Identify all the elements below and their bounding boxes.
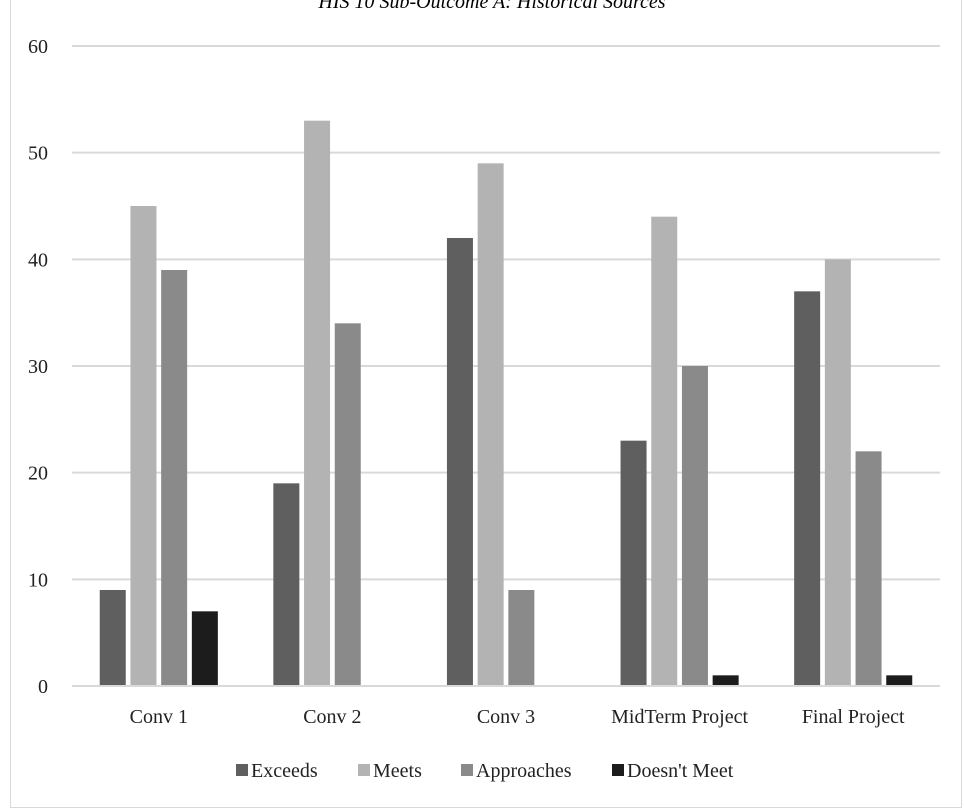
legend-label: Doesn't Meet bbox=[627, 760, 734, 782]
x-category-label: Conv 2 bbox=[303, 706, 361, 728]
bar-exceeds-1 bbox=[99, 590, 126, 686]
bar-exceeds-4 bbox=[620, 440, 647, 686]
legend-item: Doesn't Meet bbox=[612, 760, 734, 782]
legend-label: Exceeds bbox=[251, 760, 318, 782]
bar-meets-5 bbox=[824, 259, 851, 686]
bar-meets-4 bbox=[651, 216, 678, 686]
legend-label: Approaches bbox=[476, 760, 572, 782]
y-tick-label: 20 bbox=[28, 463, 48, 485]
bar-approaches-5 bbox=[855, 451, 882, 686]
legend: Exceeds Meets Approaches Doesn't Meet bbox=[236, 760, 734, 782]
bar-approaches-1 bbox=[161, 270, 188, 686]
y-tick-label: 60 bbox=[28, 36, 48, 58]
legend-item: Meets bbox=[358, 760, 422, 782]
y-tick-label: 0 bbox=[38, 676, 48, 698]
bar-doesn-t-meet-5 bbox=[886, 675, 913, 686]
legend-swatch bbox=[236, 764, 248, 776]
x-category-label: Final Project bbox=[802, 706, 905, 728]
y-tick-label: 40 bbox=[28, 249, 48, 271]
y-axis-ticks: 0 10 20 30 40 50 60 bbox=[28, 36, 48, 698]
y-tick-label: 10 bbox=[28, 569, 48, 591]
legend-label: Meets bbox=[373, 760, 422, 782]
legend-item: Exceeds bbox=[236, 760, 318, 782]
legend-item: Approaches bbox=[461, 760, 572, 782]
bar-meets-3 bbox=[477, 163, 504, 687]
y-tick-label: 50 bbox=[28, 143, 48, 165]
bar-meets-2 bbox=[304, 120, 331, 686]
bar-exceeds-5 bbox=[794, 291, 821, 686]
bar-exceeds-2 bbox=[273, 483, 300, 686]
chart-frame bbox=[10, 0, 962, 808]
bars bbox=[99, 120, 913, 687]
legend-swatch bbox=[461, 764, 473, 776]
bar-approaches-2 bbox=[334, 323, 361, 686]
y-tick-label: 30 bbox=[28, 356, 48, 378]
bar-doesn-t-meet-4 bbox=[712, 675, 739, 686]
bar-meets-1 bbox=[130, 206, 157, 686]
chart-title: HIS 10 Sub-Outcome A: Historical Sources bbox=[317, 0, 665, 13]
x-axis-categories: Conv 1 Conv 2 Conv 3 MidTerm Project Final P… bbox=[130, 706, 905, 728]
bar-approaches-3 bbox=[508, 590, 535, 686]
x-category-label: Conv 1 bbox=[130, 706, 188, 728]
x-category-label: MidTerm Project bbox=[611, 706, 748, 728]
legend-swatch bbox=[612, 764, 624, 776]
bar-approaches-4 bbox=[681, 366, 708, 686]
bar-doesn-t-meet-1 bbox=[191, 611, 218, 686]
bar-exceeds-3 bbox=[446, 238, 473, 686]
legend-swatch bbox=[358, 764, 370, 776]
x-category-label: Conv 3 bbox=[477, 706, 535, 728]
grid-lines bbox=[72, 45, 940, 581]
